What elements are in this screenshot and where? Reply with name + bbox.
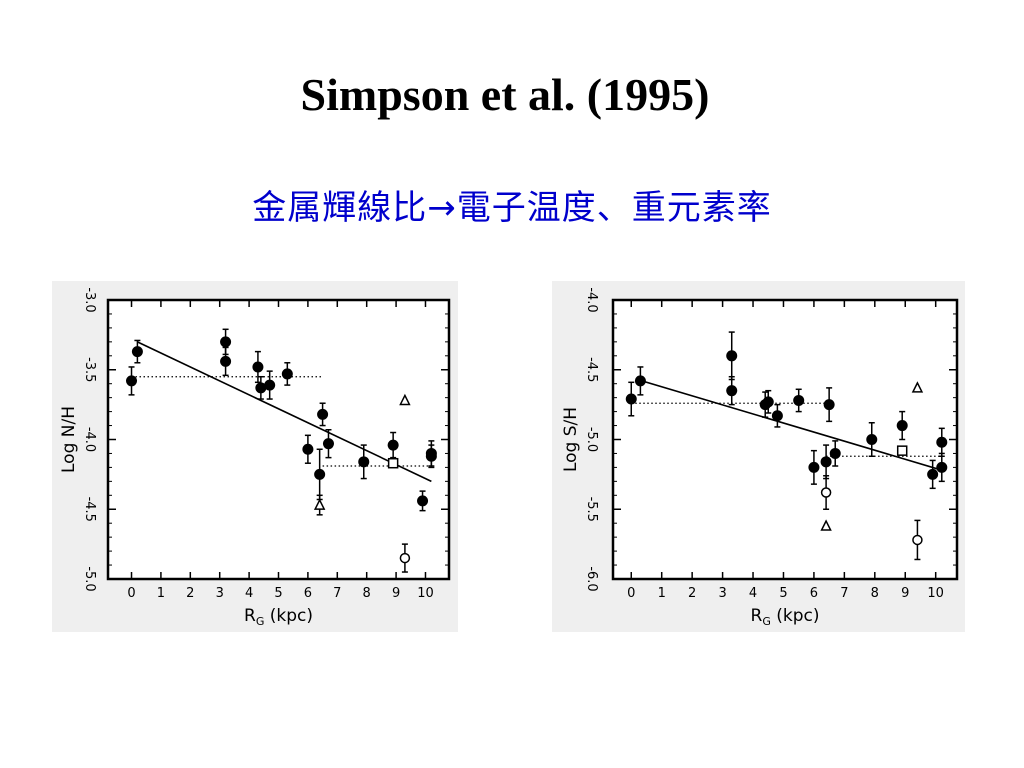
- data-point-filled: [264, 379, 276, 391]
- data-point-filled: [314, 468, 326, 480]
- fit-line: [637, 378, 943, 471]
- plot-frame: [106, 298, 451, 581]
- data-point-filled: [793, 394, 805, 406]
- x-tick-label: 2: [688, 586, 696, 601]
- y-axis-label: Log S/H: [561, 407, 581, 472]
- data-point-filled: [936, 436, 948, 448]
- x-tick-label: 7: [840, 586, 848, 601]
- x-tick-label: 5: [779, 586, 787, 601]
- data-point-open-circle: [820, 487, 832, 498]
- data-point-filled: [820, 456, 832, 468]
- data-point-filled: [762, 396, 774, 408]
- x-tick-label: 0: [627, 586, 635, 601]
- x-tick-label: 6: [810, 586, 818, 601]
- chart-panel-sh: 0 1 2 3 4 5 6 7 8 9 10 -4.0 -4.5 -5.0 -5.5 -6.0 Log S/H R…: [552, 281, 965, 632]
- data-point-filled: [936, 461, 948, 473]
- x-tick-label: 0: [127, 586, 135, 601]
- data-point-filled: [425, 447, 437, 459]
- y-tick-label: -5.0: [584, 427, 599, 452]
- data-point-open-triangle: [820, 519, 832, 531]
- y-tick-label: -4.5: [584, 357, 599, 382]
- data-point-filled: [302, 443, 314, 455]
- slide-title: Simpson et al. (1995): [300, 69, 710, 120]
- data-point-filled: [823, 399, 835, 411]
- x-tick-label: 5: [274, 586, 282, 601]
- y-tick-label: -5.0: [82, 566, 97, 591]
- x-tick-label: 9: [392, 586, 400, 601]
- chart-log-sh: 0 1 2 3 4 5 6 7 8 9 10 -4.0 -4.5 -5.0 -5.5 -6.0 Log S/H R…: [561, 287, 959, 628]
- data-point-filled: [927, 468, 939, 480]
- x-tick-label: 8: [871, 586, 879, 601]
- data-point-filled: [896, 420, 908, 432]
- x-tick-label: 8: [363, 586, 371, 601]
- data-point-filled: [281, 368, 293, 380]
- data-point-open-triangle: [911, 381, 924, 393]
- data-point-open-square: [387, 457, 399, 469]
- y-tick-label: -4.5: [82, 497, 97, 522]
- x-axis-label: RG (kpc): [244, 606, 313, 628]
- y-tick-label: -6.0: [584, 566, 599, 591]
- data-point-filled: [126, 375, 138, 387]
- data-point-open-circle: [399, 552, 411, 564]
- data-point-filled: [726, 350, 738, 362]
- x-tick-label: 10: [927, 586, 944, 601]
- y-tick-label: -3.5: [82, 357, 97, 382]
- x-tick-label: 1: [157, 586, 165, 601]
- data-point-filled: [220, 355, 232, 367]
- data-point-filled: [322, 438, 334, 450]
- x-tick-label: 9: [901, 586, 909, 601]
- data-point-open-circle: [912, 534, 923, 546]
- data-point-filled: [808, 461, 820, 473]
- data-point-filled: [866, 434, 878, 445]
- x-tick-label: 2: [186, 586, 194, 601]
- data-point-filled: [771, 410, 783, 422]
- data-point-filled: [317, 408, 329, 420]
- y-tick-label: -3.0: [82, 287, 97, 312]
- slide-subtitle: 金属輝線比→電子温度、重元素率: [252, 188, 772, 228]
- data-point-open-triangle: [313, 498, 326, 510]
- data-point-open-square: [896, 445, 908, 456]
- data-point-filled: [220, 336, 232, 348]
- data-point-filled: [387, 439, 399, 451]
- data-point-open-triangle: [399, 393, 411, 406]
- data-point-filled: [252, 361, 264, 373]
- y-tick-label: -5.5: [584, 497, 599, 522]
- data-point-filled: [358, 456, 370, 468]
- x-tick-label: 3: [718, 586, 726, 601]
- x-tick-label: 10: [417, 586, 434, 601]
- data-point-filled: [634, 375, 646, 387]
- fit-line: [137, 341, 432, 483]
- x-axis-label: RG (kpc): [751, 606, 820, 628]
- x-tick-label: 7: [333, 586, 341, 601]
- x-tick-label: 1: [658, 586, 666, 601]
- y-axis-label: Log N/H: [59, 406, 79, 473]
- chart-panel-nh: 0 1 2 3 4 5 6 7 8 9 10 -3.0 -3.5 -4.0 -4.5 -5.0 Log N/H R…: [52, 281, 458, 632]
- x-tick-label: 6: [304, 586, 312, 601]
- x-tick-label: 4: [245, 586, 253, 601]
- data-point-filled: [726, 385, 738, 397]
- x-tick-label: 4: [749, 586, 757, 601]
- data-point-filled: [255, 382, 267, 394]
- y-tick-label: -4.0: [584, 287, 599, 312]
- chart-log-nh: 0 1 2 3 4 5 6 7 8 9 10 -3.0 -3.5 -4.0 -4.5 -5.0 Log N/H R…: [59, 287, 451, 628]
- data-point-filled: [829, 447, 841, 459]
- data-point-filled: [417, 495, 429, 507]
- data-point-filled: [131, 346, 143, 358]
- y-tick-label: -4.0: [82, 427, 97, 452]
- x-tick-label: 3: [216, 586, 224, 601]
- plot-frame: [611, 298, 959, 581]
- data-point-filled: [625, 393, 637, 405]
